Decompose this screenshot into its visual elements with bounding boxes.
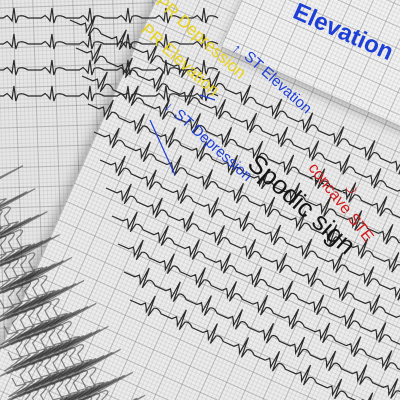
ecg-trace-row: [0, 269, 174, 400]
annotation-pointer-line: [309, 177, 351, 196]
ecg-trace-lines: [0, 7, 400, 400]
annotation-pointer-line: [199, 94, 216, 101]
ecg-trace-row: [0, 33, 219, 50]
ecg-trace-row: [0, 217, 166, 400]
ecg-trace-row: [129, 295, 400, 400]
ecg-trace-row: [0, 7, 219, 24]
ecg-trace-row: [93, 127, 400, 356]
ecg-trace-row: [111, 211, 400, 400]
smile-mark: ◡: [345, 178, 358, 194]
ecg-trace-row: [81, 71, 400, 300]
ecg-trace-row: [0, 191, 162, 400]
ecg-trace-row: [99, 155, 400, 384]
ecg-trace-row: [0, 347, 186, 400]
ecg-trace-row: [0, 321, 182, 400]
ecg-trace-row: [69, 15, 400, 244]
ecg-trace-row: [117, 239, 400, 400]
ecg-trace-row: [105, 183, 400, 400]
ecg-trace-row: [87, 99, 400, 328]
ecg-trace-row: [0, 295, 178, 400]
ecg-trace-row: [0, 243, 170, 400]
annotation-pointer-line: [149, 119, 176, 176]
ecg-trace-row: [75, 43, 400, 272]
ecg-trace-row: [0, 59, 219, 76]
ecg-trace-row: [0, 85, 219, 102]
ecg-trace-row: [123, 267, 400, 400]
